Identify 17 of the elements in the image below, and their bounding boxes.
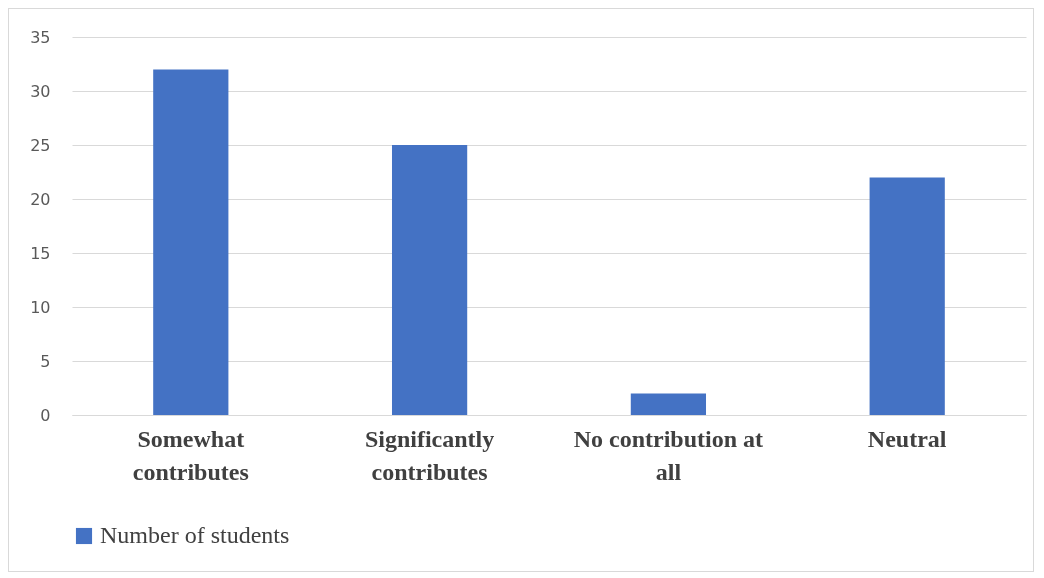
bar bbox=[630, 393, 707, 415]
bar bbox=[391, 145, 468, 415]
y-tick-label: 5 bbox=[40, 351, 51, 371]
bar bbox=[869, 177, 945, 415]
y-tick-label: 30 bbox=[30, 81, 51, 101]
y-tick-label: 15 bbox=[30, 243, 51, 263]
y-tick-label: 35 bbox=[30, 27, 51, 47]
y-tick-label: 25 bbox=[30, 135, 51, 155]
y-tick-label: 10 bbox=[30, 297, 51, 317]
legend-label: Number of students bbox=[100, 522, 290, 548]
y-tick-label: 0 bbox=[40, 405, 51, 425]
x-tick-label: Significantly contributes bbox=[364, 425, 495, 485]
x-tick-label: Somewhat contributes bbox=[132, 425, 249, 485]
x-tick-label: No contribution at all bbox=[573, 425, 764, 485]
bar bbox=[153, 69, 229, 415]
y-tick-label: 20 bbox=[30, 189, 51, 209]
x-tick-label: Neutral bbox=[867, 425, 947, 452]
